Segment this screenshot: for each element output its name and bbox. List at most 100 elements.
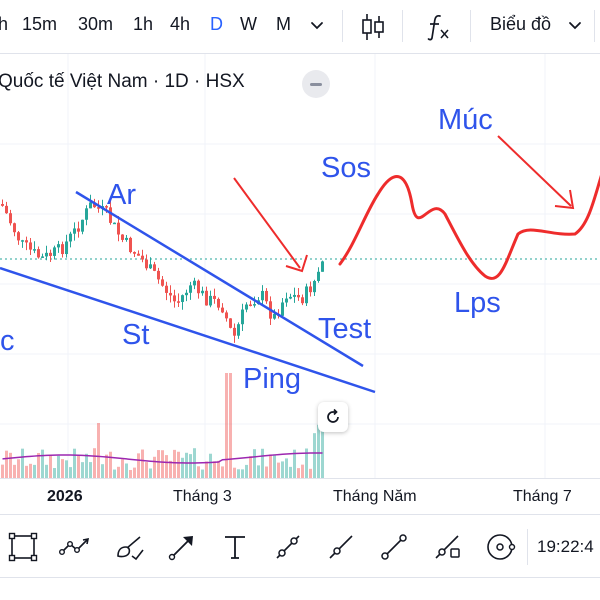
volume-bar [313, 433, 316, 478]
symbol-title: Quốc tế Việt Nam · 1D · HSX [0, 71, 245, 92]
chevron-down-icon[interactable] [310, 18, 324, 37]
timeframe-15m[interactable]: 15m [22, 14, 58, 34]
volume-bar [121, 459, 124, 478]
line-tool-icon[interactable] [374, 527, 414, 567]
volume-bar [277, 462, 280, 478]
annotation-lps: Lps [454, 287, 501, 319]
volume-bar [89, 462, 92, 478]
chart-area[interactable]: Quốc tế Việt Nam · 1D · HSX Ar Sos Múc L… [0, 54, 600, 510]
timeframe-week[interactable]: W [240, 14, 257, 34]
rectangle-tool-icon[interactable] [3, 527, 43, 567]
volume-bar [53, 468, 56, 478]
indicators-fx-icon[interactable] [426, 12, 452, 47]
volume-bar [173, 449, 176, 478]
volume-bar [185, 452, 188, 478]
projection-curve [338, 174, 600, 280]
volume-bar [289, 466, 292, 478]
x-axis-label: 2026 [47, 488, 83, 505]
volume-bar [105, 454, 108, 478]
chevron-down-icon[interactable] [568, 18, 582, 37]
collapse-legend-button[interactable] [302, 70, 330, 98]
volume-bar [145, 462, 148, 478]
volume-bar [33, 464, 36, 478]
text-tool-icon[interactable] [215, 527, 255, 567]
volume-bar [93, 448, 96, 478]
drawings [0, 135, 600, 394]
annotation-muc: Múc [438, 104, 493, 136]
candle-body [201, 290, 204, 294]
chart-type-label[interactable]: Biểu đồ [490, 14, 552, 34]
candle-body [181, 295, 184, 302]
candle-body [265, 290, 268, 302]
price-chart[interactable] [0, 54, 600, 510]
circle-tool-icon[interactable] [480, 527, 520, 567]
candle-body [25, 240, 28, 243]
candle-body [309, 286, 312, 293]
candle-body [317, 271, 320, 281]
path-tool-icon[interactable] [56, 527, 96, 567]
candle-body [77, 228, 80, 232]
drawing-toolbar: 19:22:4 [0, 514, 600, 578]
chart-top-toolbar: h 15m 30m 1h 4h D W M Biểu đồ [0, 0, 600, 54]
time-axis[interactable]: 2026 Tháng 3 Tháng Năm Tháng 7 [0, 478, 600, 510]
volume-bar [77, 455, 80, 478]
candle-body [17, 232, 20, 241]
volume-bar [113, 469, 116, 478]
volume-bar [141, 449, 144, 478]
extended-line-tool-icon[interactable] [427, 527, 467, 567]
reset-chart-button[interactable] [318, 402, 348, 432]
x-axis-label: Tháng Năm [333, 488, 417, 505]
candle-body [261, 290, 264, 301]
candle-body [281, 302, 284, 316]
timeframe-hourly[interactable]: h [0, 14, 9, 34]
candle-body [145, 259, 148, 269]
annotation-test: Test [318, 313, 372, 345]
candlestick-icon[interactable] [360, 12, 386, 47]
ray-tool-icon[interactable] [321, 527, 361, 567]
candle-body [153, 264, 156, 271]
candle-body [245, 304, 248, 310]
candle-body [205, 290, 208, 306]
volume-bar [125, 463, 128, 478]
candle-body [177, 301, 180, 303]
arrow-tool-icon[interactable] [162, 527, 202, 567]
x-axis-label: Tháng 7 [513, 488, 572, 505]
timeframe-1h[interactable]: 1h [133, 14, 154, 34]
volume-bar [117, 466, 120, 478]
candle-body [113, 222, 116, 225]
volume-bars [1, 373, 324, 478]
volume-bar [209, 453, 212, 478]
timeframe-month[interactable]: M [276, 14, 291, 34]
timeframe-30m[interactable]: 30m [78, 14, 114, 34]
volume-bar [101, 464, 104, 478]
timeframe-day[interactable]: D [210, 14, 223, 34]
candle-body [313, 280, 316, 293]
brush-tool-icon[interactable] [109, 527, 149, 567]
volume-bar [129, 469, 132, 478]
candle-body [293, 294, 296, 297]
volume-bar [25, 465, 28, 478]
volume-bar [29, 463, 32, 478]
candle-body [285, 298, 288, 303]
trend-angle-tool-icon[interactable] [268, 527, 308, 567]
volume-bar [149, 468, 152, 478]
volume-bar [317, 424, 320, 478]
candle-body [29, 242, 32, 250]
volume-bar [13, 464, 16, 478]
red-arrow-line [497, 135, 572, 207]
timeframe-4h[interactable]: 4h [170, 14, 191, 34]
volume-bar [261, 448, 264, 478]
candle-body [321, 261, 324, 272]
volume-bar [61, 459, 64, 478]
volume-bar [213, 461, 216, 478]
candle-body [289, 296, 292, 299]
candle-body [221, 307, 224, 313]
candle-body [189, 285, 192, 293]
candle-body [161, 279, 164, 286]
volume-bar [1, 464, 4, 478]
chart-grid [0, 54, 600, 478]
volume-bar [45, 464, 48, 478]
candle-body [237, 324, 240, 336]
volume-bar [321, 428, 324, 478]
volume-bar [249, 456, 252, 478]
